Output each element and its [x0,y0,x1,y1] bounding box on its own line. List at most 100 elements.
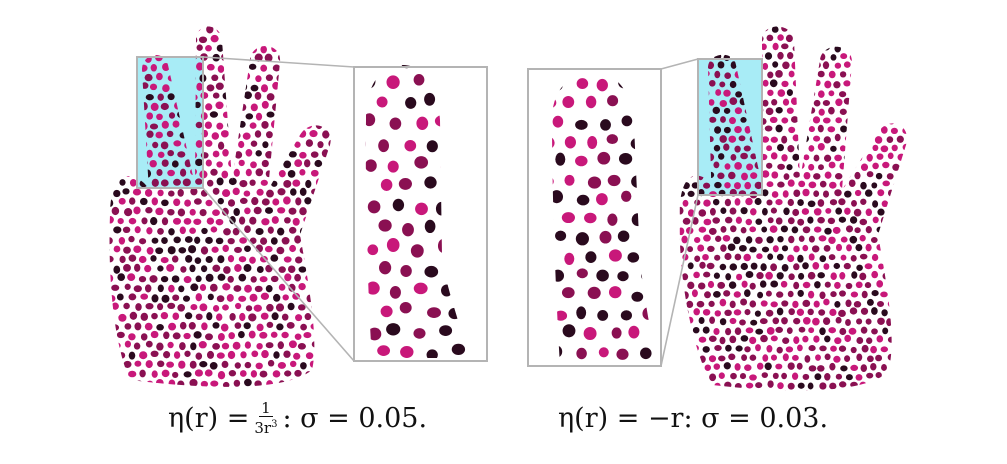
point-sample [734,383,742,390]
point-sample [814,373,822,381]
point-sample [179,342,186,351]
point-sample [673,271,679,278]
point-sample [870,345,877,354]
point-sample [111,91,119,100]
point-sample [312,16,319,23]
point-sample [128,26,137,32]
point-sample [376,96,388,108]
point-sample [703,199,711,207]
point-sample [835,316,842,324]
point-sample [172,120,180,128]
point-sample [292,179,301,187]
point-sample [157,151,165,158]
point-sample [902,143,908,151]
point-sample [111,284,120,291]
point-sample [830,272,837,281]
point-sample [264,207,274,214]
point-sample [205,159,212,167]
point-sample [709,316,716,324]
point-sample [844,334,852,343]
point-sample [745,382,754,389]
point-sample [870,109,879,116]
point-sample [321,149,329,158]
point-sample [435,201,447,216]
point-sample [134,263,141,272]
point-sample [206,350,215,359]
point-sample [310,378,317,387]
point-sample [617,271,629,282]
point-sample [683,145,690,153]
point-sample [305,371,312,378]
point-sample [760,334,768,343]
point-sample [819,382,827,390]
point-sample [766,162,773,169]
point-sample [817,272,825,279]
point-sample [786,16,793,24]
point-sample [819,327,826,336]
point-sample [671,55,678,61]
point-sample [681,273,689,281]
point-sample [167,169,175,177]
point-sample [146,112,154,120]
point-sample [679,206,684,215]
point-sample [251,197,259,206]
point-sample [196,44,203,51]
point-sample [380,178,393,191]
point-sample [249,179,256,186]
point-sample [216,26,225,34]
point-sample [171,160,179,168]
point-sample [277,227,285,236]
point-sample [696,300,705,308]
point-sample [271,26,279,34]
point-sample [118,313,127,322]
point-sample [239,312,246,322]
point-sample [288,340,297,349]
point-sample [745,35,753,42]
point-sample [833,81,841,89]
point-sample [854,189,862,197]
point-sample [829,362,836,371]
point-sample [828,327,837,334]
point-sample [813,154,820,162]
point-sample [194,257,202,264]
point-sample [781,263,789,272]
point-sample [817,199,825,207]
point-sample [850,108,858,117]
point-sample [287,265,296,273]
point-sample [201,16,208,23]
point-sample [424,265,439,278]
point-sample [745,271,754,278]
point-sample [271,312,279,321]
point-sample [400,346,414,358]
point-sample [266,380,274,387]
point-sample [740,207,748,215]
point-sample [887,262,895,269]
point-sample [244,341,252,349]
point-sample [266,111,275,118]
point-sample [691,363,699,372]
point-sample [641,270,653,282]
point-sample [724,309,732,317]
point-sample [740,335,749,342]
point-sample [161,120,169,129]
point-sample [798,235,805,242]
point-sample [777,143,784,152]
point-sample [424,92,436,106]
point-sample [640,232,654,243]
point-sample [194,236,201,244]
point-sample [679,98,684,107]
point-sample [117,273,126,281]
point-sample [793,26,800,32]
point-sample [305,122,313,129]
point-sample [887,189,894,197]
point-sample [744,181,752,190]
point-sample [692,217,699,225]
point-sample [681,235,688,244]
point-sample [184,236,193,243]
point-sample [698,336,707,343]
point-sample [561,287,575,299]
point-sample [670,15,678,22]
point-sample [631,100,643,111]
point-sample [599,230,612,244]
point-sample [845,319,851,326]
